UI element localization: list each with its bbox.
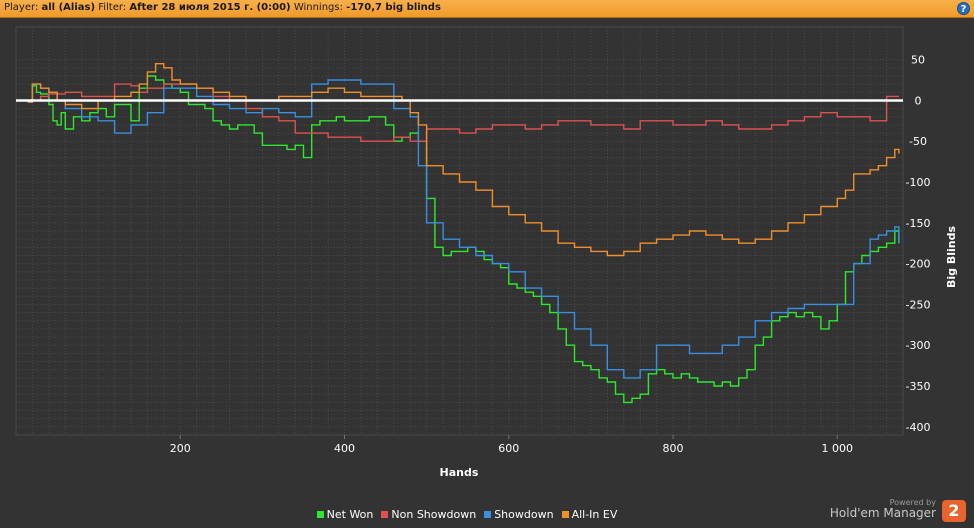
grid [15, 27, 904, 435]
legend-swatch [561, 511, 569, 518]
series-group [16, 63, 900, 404]
x-tick-label: 600 [498, 442, 519, 455]
player-value: all (Alias) [41, 2, 96, 13]
x-tick-label: 1 000 [822, 442, 854, 455]
hem2-logo-icon: 2 [942, 500, 966, 522]
legend: Net Won Non Showdown Showdown All-In EV [0, 508, 934, 522]
y-tick-label: -400 [906, 421, 931, 434]
legend-item-net-won[interactable]: Net Won [316, 508, 374, 521]
chart: 200 400 600 800 1 000 50 0 -50 -100 -150 -200 -250… [15, 26, 958, 479]
y-tick-label: -200 [906, 258, 931, 271]
legend-swatch [484, 511, 492, 518]
y-tick-label: -250 [906, 298, 931, 311]
player-label: Player: [4, 2, 39, 13]
series-line-net-won [16, 75, 900, 404]
filter-label: Filter: [98, 2, 127, 13]
x-tick-label: 400 [334, 442, 355, 455]
legend-swatch [381, 511, 389, 518]
legend-item-all-in-ev[interactable]: All-In EV [561, 508, 618, 521]
y-tick-label: -50 [909, 135, 927, 148]
legend-swatch [316, 511, 324, 518]
series-line-all-in-ev [16, 63, 900, 257]
winnings-label: Winnings: [293, 2, 343, 13]
x-axis-ticks: 200 400 600 800 1 000 [170, 435, 853, 455]
brand-footer: Powered by Hold'em Manager 2 [826, 498, 966, 524]
powered-by-text: Powered by [889, 498, 936, 507]
x-tick-label: 200 [170, 442, 191, 455]
legend-label: Net Won [326, 508, 374, 521]
legend-item-showdown[interactable]: Showdown [484, 508, 554, 521]
y-tick-label: -350 [906, 380, 931, 393]
legend-label: All-In EV [571, 508, 618, 521]
legend-label: Non Showdown [391, 508, 477, 521]
series-line-non-showdown [16, 83, 899, 142]
series-line-showdown [16, 79, 900, 379]
y-axis-ticks: 50 0 -50 -100 -150 -200 -250 -300 -350 -400 [906, 54, 931, 434]
header-bar: Player: all (Alias) Filter: After 28 июл… [0, 0, 974, 18]
filter-value: After 28 июля 2015 г. (0:00) [129, 2, 291, 13]
x-axis-label: Hands [440, 466, 479, 479]
help-icon[interactable]: ? [957, 2, 970, 15]
header-summary: Player: all (Alias) Filter: After 28 июл… [4, 2, 441, 13]
y-tick-label: 50 [911, 54, 925, 67]
legend-label: Showdown [494, 508, 554, 521]
winnings-value: -170,7 big blinds [346, 2, 441, 13]
y-tick-label: -150 [906, 217, 931, 230]
x-tick-label: 800 [663, 442, 684, 455]
y-tick-label: -300 [906, 339, 931, 352]
brand-name: Hold'em Manager [829, 506, 936, 520]
y-axis-label: Big Blinds [945, 226, 958, 288]
y-tick-label: -100 [906, 176, 931, 189]
legend-item-non-showdown[interactable]: Non Showdown [381, 508, 476, 521]
y-tick-label: 0 [915, 94, 922, 107]
